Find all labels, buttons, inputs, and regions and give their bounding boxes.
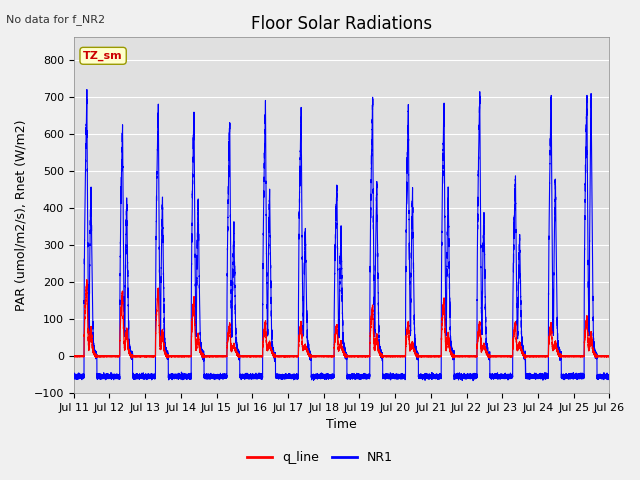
Text: No data for f_NR2: No data for f_NR2 [6,14,106,25]
X-axis label: Time: Time [326,419,357,432]
Legend: q_line, NR1: q_line, NR1 [243,446,397,469]
Title: Floor Solar Radiations: Floor Solar Radiations [251,15,432,33]
Y-axis label: PAR (umol/m2/s), Rnet (W/m2): PAR (umol/m2/s), Rnet (W/m2) [15,120,28,311]
Text: TZ_sm: TZ_sm [83,51,123,61]
